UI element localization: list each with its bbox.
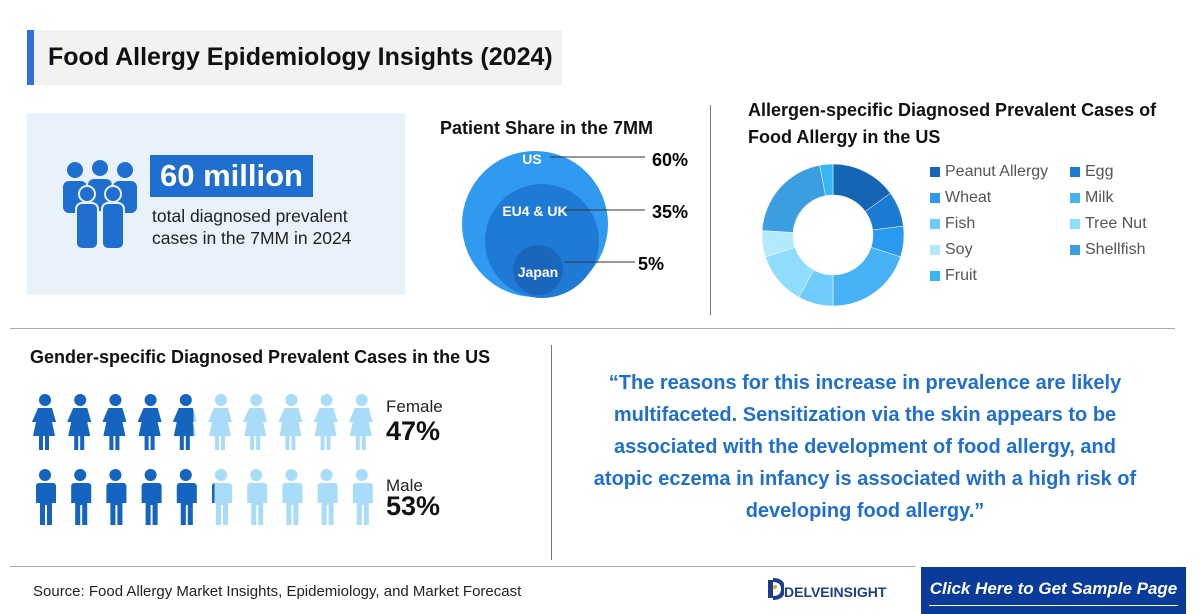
male-person-icon	[71, 469, 92, 525]
patient-share-title: Patient Share in the 7MM	[440, 118, 654, 138]
patient-share-bubbles: US EU4 & UK Japan 60% 35% 5%	[462, 150, 688, 298]
female-person-icon	[313, 394, 338, 450]
legend-swatch	[1070, 167, 1080, 177]
legend-label: Fish	[945, 215, 976, 232]
allergen-chart-title: Allergen-specific Diagnosed Prevalent Ca…	[748, 100, 1157, 147]
male-person-icon	[176, 469, 197, 525]
female-person-icon	[67, 394, 92, 450]
male-person-icon	[317, 469, 338, 525]
legend-item: Peanut Allergy	[930, 163, 1070, 181]
legend-swatch	[930, 167, 940, 177]
value-japan: 5%	[638, 254, 664, 274]
divider	[551, 345, 552, 560]
logo-text: DELVEINSIGHT	[784, 584, 887, 600]
stat-value: 60 million	[150, 155, 313, 197]
male-person-icon	[106, 469, 127, 525]
male-label: Male	[386, 476, 423, 495]
get-sample-page-button[interactable]: Click Here to Get Sample Page	[921, 567, 1186, 614]
donut-slice-fruit	[819, 163, 834, 197]
male-person-icon	[247, 469, 268, 525]
legend-swatch	[930, 271, 940, 281]
donut-slice-milk	[832, 247, 901, 307]
male-person-icon	[352, 469, 373, 525]
legend-item: Tree Nut	[1070, 215, 1180, 233]
legend-swatch	[1070, 245, 1080, 255]
legend-label: Wheat	[945, 189, 992, 206]
female-value: 47%	[386, 416, 441, 446]
delveinsight-logo[interactable]: DELVEINSIGHT	[766, 578, 886, 600]
legend-label: Egg	[1085, 163, 1114, 180]
people-group-icon	[61, 158, 139, 250]
male-person-icon	[282, 469, 303, 525]
gender-title: Gender-specific Diagnosed Prevalent Case…	[30, 347, 491, 367]
female-person-icon	[278, 394, 303, 450]
bubble-japan	[513, 245, 563, 295]
male-person-icon	[141, 469, 162, 525]
female-label: Female	[386, 397, 443, 416]
female-person-icon	[102, 394, 127, 450]
legend-label: Soy	[945, 241, 973, 258]
legend-item: Shellfish	[1070, 241, 1180, 259]
male-icons	[36, 469, 373, 525]
female-person-icon	[137, 394, 162, 450]
male-person-icon	[212, 469, 232, 525]
stat-description: total diagnosed prevalent cases in the 7…	[152, 206, 352, 248]
legend-label: Peanut Allergy	[945, 163, 1049, 180]
label-japan: Japan	[518, 264, 558, 280]
donut-slice-shellfish	[761, 164, 826, 233]
legend-item: Egg	[1070, 163, 1180, 181]
allergen-donut-chart	[761, 163, 905, 307]
stat-panel	[27, 113, 405, 295]
female-person-icon	[172, 394, 197, 450]
legend-item: Fruit	[930, 267, 1070, 285]
legend-swatch	[1070, 193, 1080, 203]
label-us: US	[522, 151, 541, 167]
female-person-icon	[243, 394, 268, 450]
footer-divider	[10, 566, 915, 567]
allergen-legend: Peanut Allergy Egg Wheat Milk Fish Tree Nut So…	[930, 163, 1180, 285]
legend-item: Milk	[1070, 189, 1180, 207]
value-eu4-uk: 35%	[652, 202, 688, 222]
legend-swatch	[1070, 219, 1080, 229]
male-value: 53%	[386, 491, 441, 521]
female-person-icon	[32, 394, 56, 450]
divider	[710, 105, 711, 315]
legend-label: Tree Nut	[1085, 215, 1147, 232]
legend-label: Shellfish	[1085, 241, 1146, 258]
male-person-icon	[36, 469, 56, 525]
label-eu4-uk: EU4 & UK	[502, 203, 567, 219]
source-text: Source: Food Allergy Market Insights, Ep…	[33, 583, 522, 600]
legend-label: Milk	[1085, 189, 1114, 206]
legend-swatch	[930, 245, 940, 255]
legend-swatch	[930, 219, 940, 229]
female-person-icon	[348, 394, 373, 450]
legend-label: Fruit	[945, 267, 977, 284]
divider	[10, 328, 1175, 329]
cta-label: Click Here to Get Sample Page	[929, 579, 1178, 598]
value-us: 60%	[652, 150, 688, 170]
logo-icon	[768, 578, 784, 600]
female-icons	[32, 394, 373, 450]
female-person-icon	[208, 394, 232, 450]
quote: “The reasons for this increase in preval…	[593, 372, 1137, 522]
legend-item: Wheat	[930, 189, 1070, 207]
legend-item: Fish	[930, 215, 1070, 233]
legend-item: Soy	[930, 241, 1070, 259]
page-title: Food Allergy Epidemiology Insights (2024…	[27, 30, 562, 85]
legend-swatch	[930, 193, 940, 203]
